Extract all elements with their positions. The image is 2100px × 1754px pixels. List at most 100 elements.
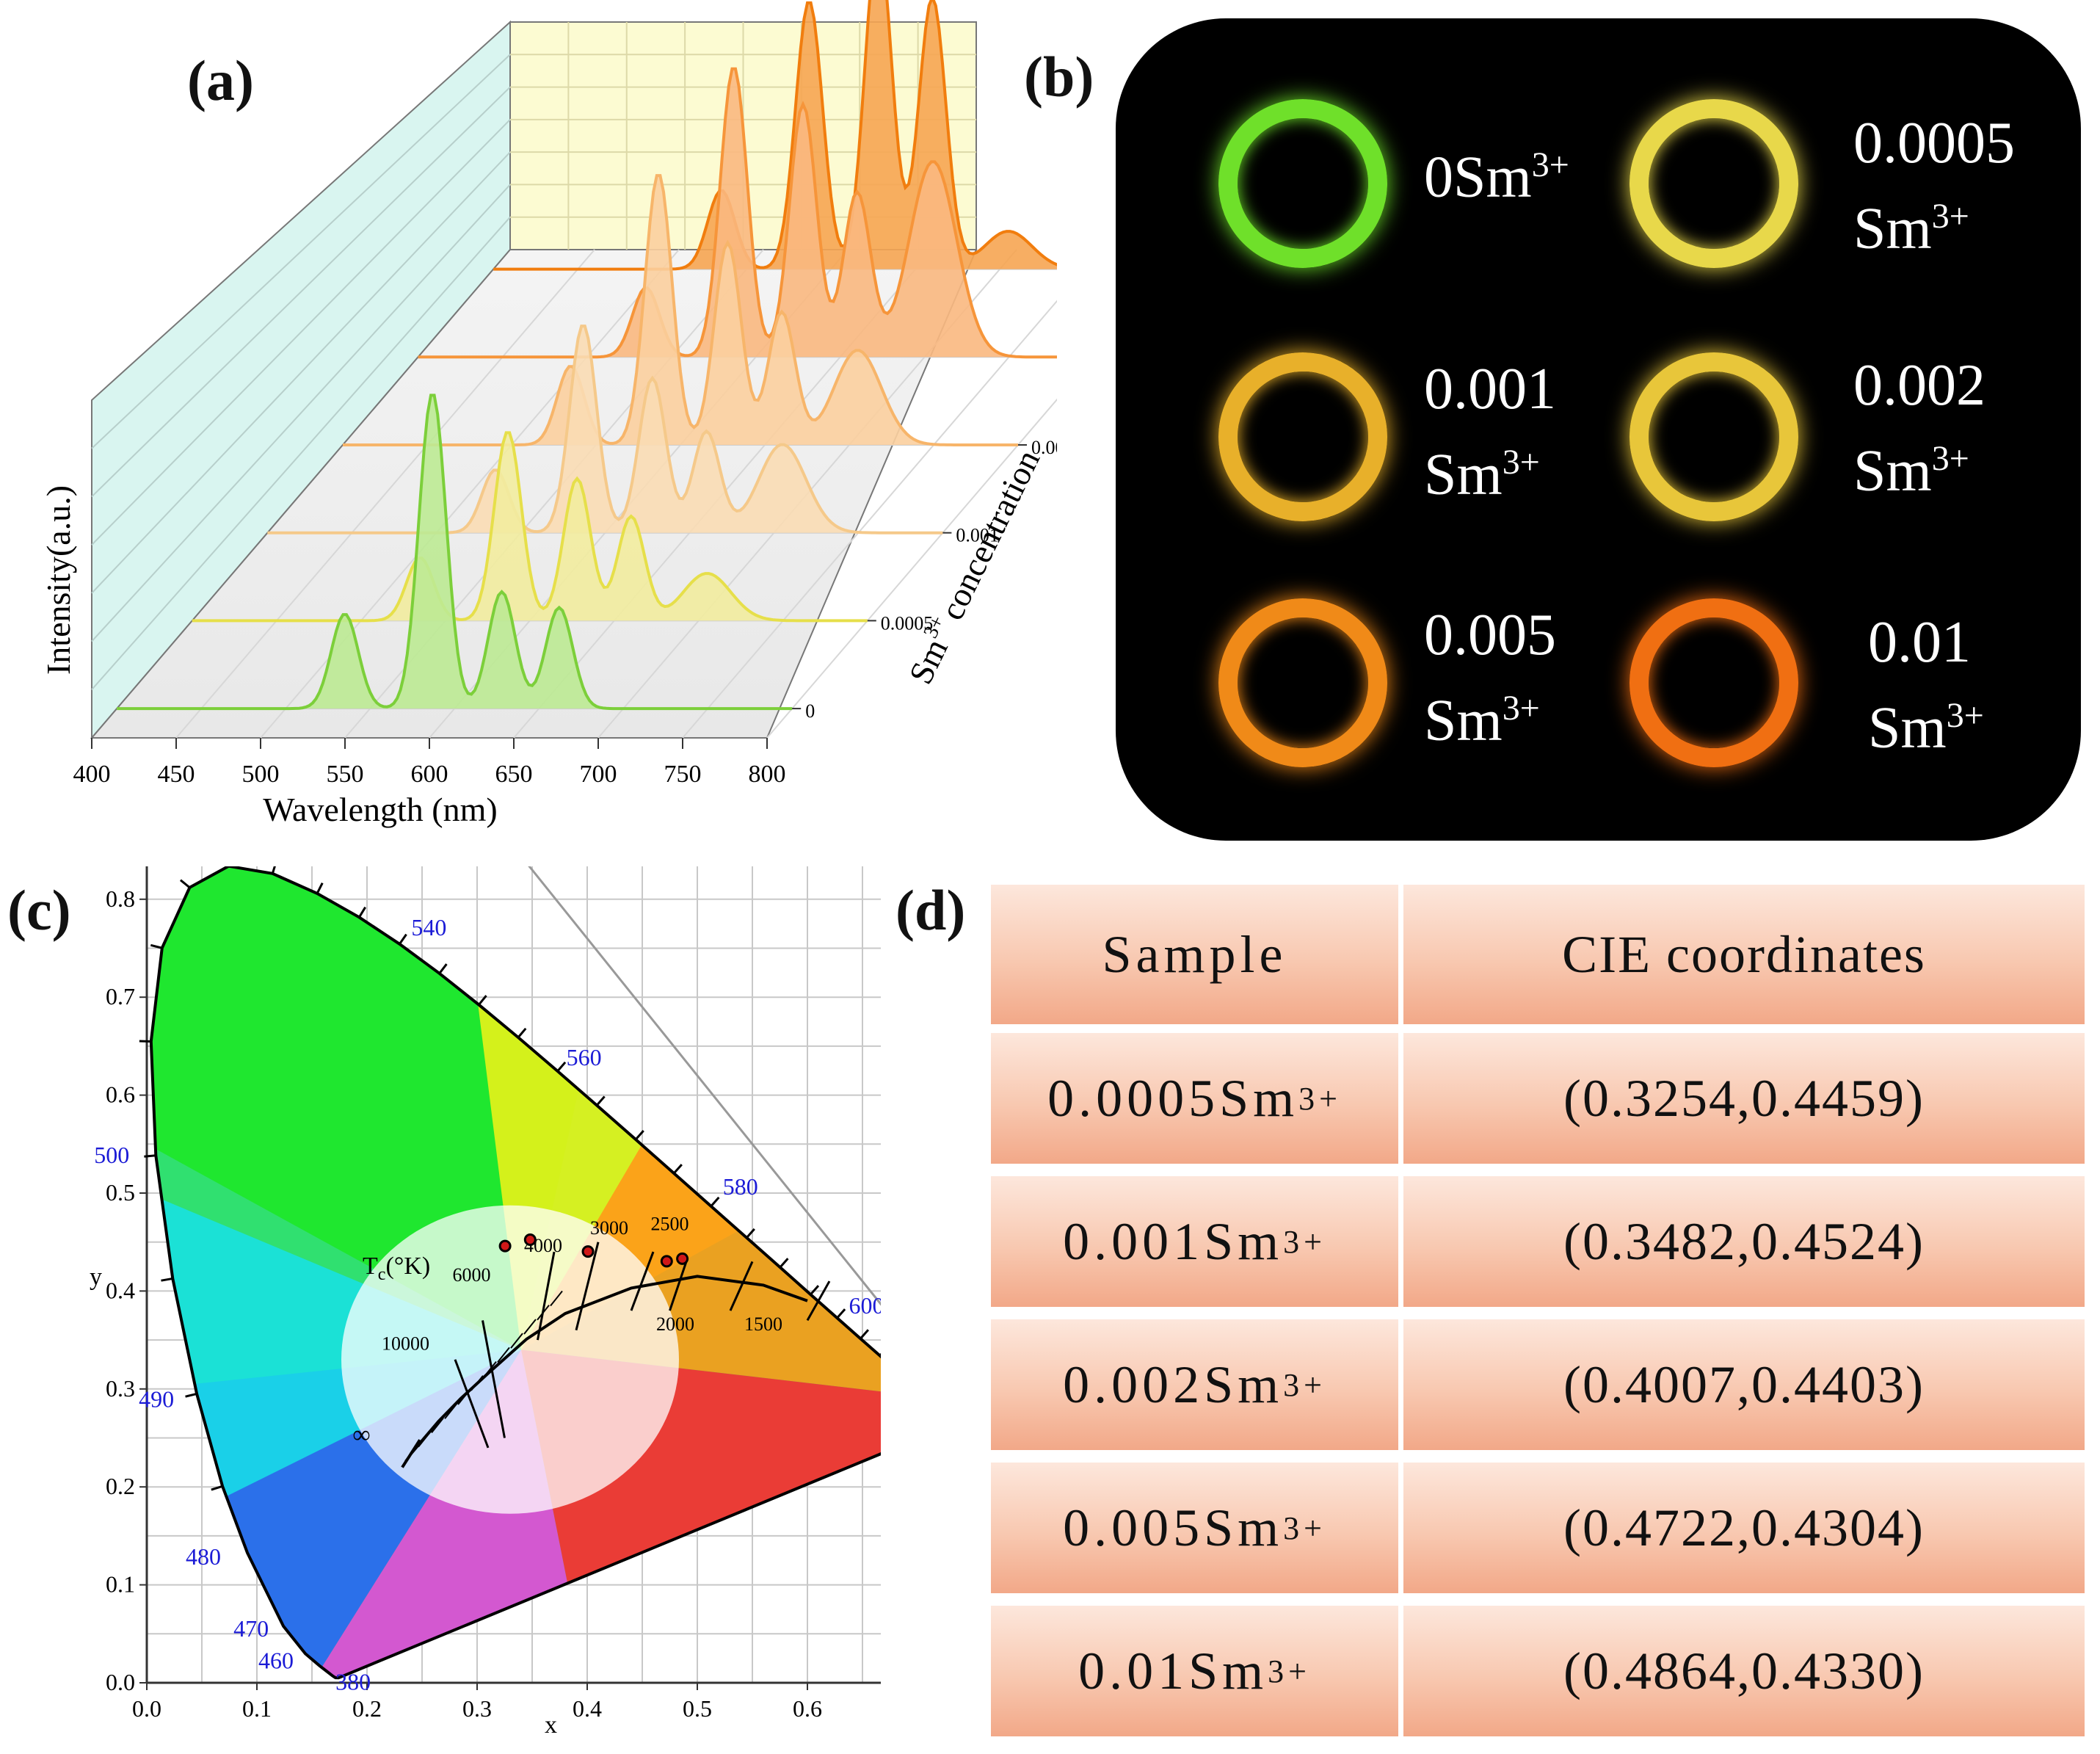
wavelength-label: 580 — [723, 1173, 758, 1200]
left-wall-gridline — [91, 86, 511, 498]
isotherm-line — [537, 1251, 556, 1341]
sample-label-text1: 0.001 — [1424, 357, 1556, 421]
x-tick-label: 550 — [327, 761, 364, 788]
sample-label-sup1: 3+ — [1531, 145, 1569, 184]
locus-tick — [150, 943, 163, 949]
locus-tick — [836, 1308, 846, 1319]
z-tick-label: 0.002 — [1031, 437, 1057, 458]
cell-cie-coordinates: (0.3482,0.4524) — [1403, 1176, 2085, 1307]
fill-white-center — [341, 1205, 679, 1514]
locus-tick — [211, 1485, 223, 1491]
sample-point — [498, 1239, 512, 1253]
locus-tick — [746, 1228, 755, 1239]
sample-ring — [1630, 598, 1798, 767]
locus-tick — [810, 1285, 820, 1296]
cct-label: 1500 — [744, 1313, 782, 1335]
locus-tick — [879, 1352, 881, 1357]
isotherm-line — [482, 1320, 506, 1438]
cie-y-label: y — [90, 1264, 102, 1291]
series-line-0.002 — [343, 174, 1018, 446]
x-tick-label: 500 — [242, 761, 280, 788]
sample-label-sup2: 3+ — [1502, 443, 1540, 482]
locus-tick — [478, 995, 487, 1006]
x-tick-label: 400 — [73, 761, 111, 788]
left-wall-gridline — [91, 151, 511, 594]
cie-y-tick-label: 0.3 — [106, 1375, 135, 1402]
y-axis-label: Intensity(a.u.) — [40, 485, 77, 675]
sample-point — [660, 1255, 673, 1268]
sample-label-sup2: 3+ — [1931, 197, 1969, 236]
locus-ticks — [139, 866, 881, 1491]
tc-sub: c — [378, 1265, 386, 1284]
series-line-0.0005 — [192, 431, 868, 623]
x-tick-label: 800 — [749, 761, 786, 788]
cell-sample: 0.005Sm 3+ — [991, 1463, 1398, 1593]
wavelength-label: 500 — [94, 1142, 129, 1168]
planckian-minor-tick — [523, 1319, 537, 1335]
x-tick-label: 700 — [580, 761, 617, 788]
planckian-minor-tick — [510, 1333, 523, 1349]
locus-tick — [860, 1329, 870, 1340]
series-area-0.002 — [343, 175, 1018, 445]
cell-sample: 0.0005Sm 3+ — [991, 1033, 1398, 1164]
planckian-minor-tick — [537, 1305, 550, 1321]
sample-ring — [1218, 99, 1387, 268]
floor-gridline — [175, 249, 595, 739]
sample-label: 0Sm3+ — [1424, 128, 1569, 214]
floor-gridline — [682, 300, 1057, 739]
sample-label: 0.002 Sm3+ — [1853, 349, 1985, 508]
x-tick-label: 650 — [495, 761, 533, 788]
planckian-minor-tick — [470, 1375, 484, 1391]
planckian-curve — [410, 1275, 808, 1455]
sample-label-sup2: 3+ — [1931, 439, 1969, 478]
cell-sample-sup: 3+ — [1283, 1366, 1326, 1403]
sample-label: 0.005 Sm3+ — [1424, 598, 1556, 758]
cell-sample-sup: 3+ — [1283, 1223, 1326, 1260]
planckian-tc-label: Tc(°K) — [363, 1253, 430, 1284]
sample-label-line1: 0.001 — [1424, 352, 1556, 426]
wavelength-label: 480 — [186, 1543, 221, 1570]
sample-label-text2: Sm — [1424, 688, 1503, 753]
cell-sample-text: 0.001Sm — [1063, 1211, 1284, 1271]
cell-cie-coordinates: (0.4007,0.4403) — [1403, 1319, 2085, 1450]
cie-x-tick-label: 0.5 — [683, 1695, 712, 1722]
series-group — [117, 0, 1057, 711]
z-axis-label-rest: concentration — [933, 444, 1047, 626]
sample-label-line2: Sm3+ — [1424, 426, 1556, 512]
left-wall-gridline — [91, 54, 511, 449]
wavelength-label: 540 — [411, 914, 446, 941]
isotherm-line — [575, 1242, 600, 1331]
cell-sample: 0.001Sm 3+ — [991, 1176, 1398, 1307]
cie-y-tick-label: 0.4 — [106, 1277, 135, 1303]
planckian-minor-tick — [418, 1432, 431, 1448]
cie-table: Sample CIE coordinates 0.0005Sm 3+ (0.3254… — [991, 885, 2085, 1744]
locus-tick — [517, 1027, 527, 1038]
cct-label: 2500 — [651, 1214, 689, 1235]
cie-y-tick-label: 0.8 — [106, 885, 135, 912]
wavelength-label: 490 — [139, 1385, 174, 1412]
locus-tick — [271, 866, 276, 874]
z-axis-label: Sm3+concentration — [899, 443, 1047, 689]
panel-label-c: (c) — [7, 878, 71, 942]
cell-sample-sup: 3+ — [1268, 1653, 1311, 1689]
sample-label-text1: 0.0005 — [1853, 111, 2015, 175]
planckian-minor-tick — [431, 1417, 444, 1434]
sample-label-line2: Sm3+ — [1853, 180, 2015, 266]
cell-cie-coordinates: (0.4722,0.4304) — [1403, 1463, 2085, 1593]
sample-label-line1: 0Sm3+ — [1424, 128, 1569, 214]
isotherm-line — [729, 1261, 754, 1311]
table-row: 0.002Sm 3+ (0.4007,0.4403) — [991, 1319, 2085, 1450]
sample-label-line1: 0.01 — [1868, 606, 1984, 679]
axis-tick-labels: 0.0 0.1 0.2 0.3 0.4 0.5 0.6 0.7 0.8 0.0 0.1 0.2 0.3 0… — [106, 885, 822, 1722]
left-wall-gridline — [91, 217, 511, 690]
header-cie: CIE coordinates — [1403, 885, 2085, 1024]
wavelength-label: 380 — [335, 1668, 371, 1695]
sample-point — [523, 1233, 537, 1246]
table-row: 0.005Sm 3+ (0.4722,0.4304) — [991, 1463, 2085, 1593]
series-line-0.005 — [418, 67, 1057, 359]
sample-label-text2: Sm — [1424, 442, 1503, 507]
isotherm-line — [630, 1251, 655, 1311]
locus-tick — [673, 1164, 683, 1175]
